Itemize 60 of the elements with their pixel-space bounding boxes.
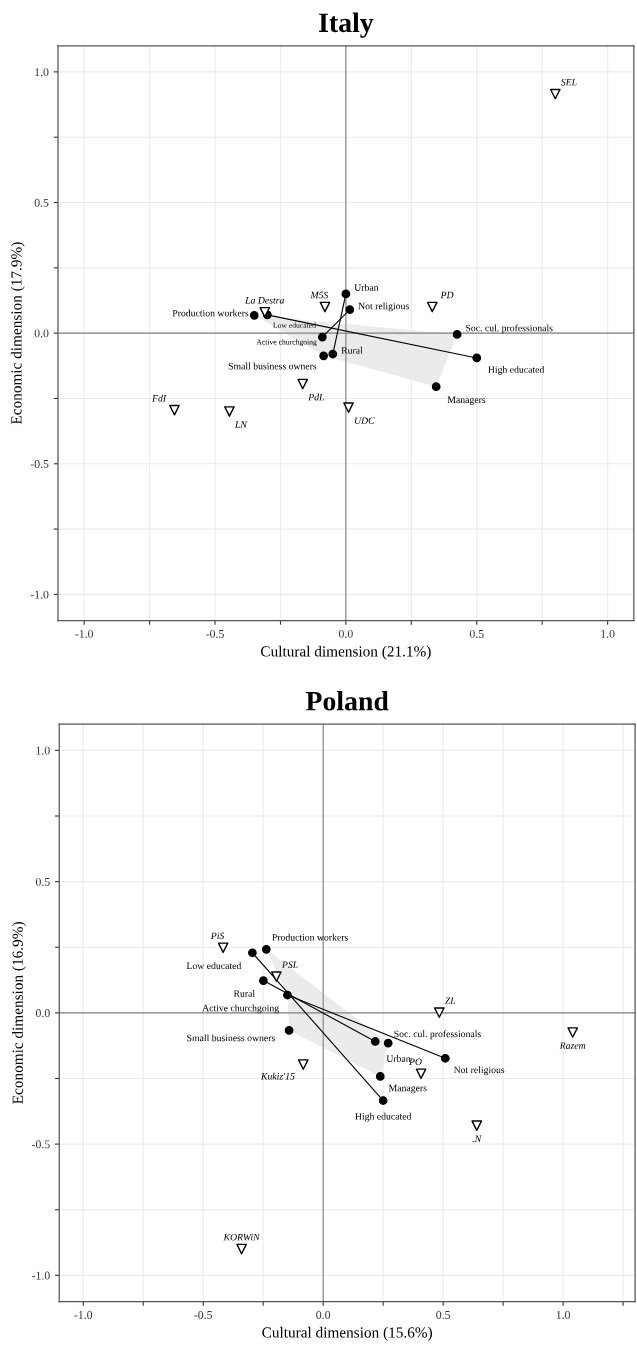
annotation: Production workers xyxy=(272,933,348,941)
y-tick-label: 1.0 xyxy=(35,68,49,77)
annotation: KORWiN xyxy=(223,1233,261,1241)
annotation: Managers xyxy=(447,396,486,405)
chart-title: Italy xyxy=(319,12,374,38)
annotation: Small business owners xyxy=(228,362,317,370)
annotation: .N xyxy=(472,1135,482,1143)
annotation: Kukiz'15 xyxy=(260,1072,295,1080)
x-tick-label: 1.0 xyxy=(601,629,615,638)
annotation: UDC xyxy=(354,417,375,424)
x-tick-label: 0.5 xyxy=(436,1310,451,1319)
y-tick-label: 1.0 xyxy=(36,746,50,755)
y-axis-title: Economic dimension (16.9%) xyxy=(12,922,26,1104)
annotation: Managers xyxy=(388,1084,427,1094)
x-tick-label: -0.5 xyxy=(206,629,224,638)
y-tick-label: -0.5 xyxy=(31,1140,50,1149)
annotation: Not religious xyxy=(358,302,409,312)
annotation: PiS xyxy=(210,932,225,940)
y-tick-label: -0.5 xyxy=(30,460,49,469)
annotation: Not religious xyxy=(453,1066,505,1076)
annotation: Soc. cul. professionals xyxy=(394,1030,481,1040)
x-tick-label: 0.0 xyxy=(316,1310,331,1319)
annotation: Soc. cul. professionals xyxy=(466,324,553,334)
annotation: PSL xyxy=(281,961,298,968)
y-tick-label: 0.0 xyxy=(34,329,49,338)
annotation: Small business owners xyxy=(187,1034,275,1042)
x-axis-title: Cultural dimension (21.1%) xyxy=(261,645,431,660)
annotation: PD xyxy=(440,291,454,299)
annotation: High educated xyxy=(355,1112,412,1122)
annotation: Urban xyxy=(386,1055,411,1062)
x-tick-label: 1.0 xyxy=(556,1310,571,1319)
annotation: SEL xyxy=(560,78,577,86)
x-tick-label: -0.5 xyxy=(194,1310,213,1319)
annotation: Active churchgoing xyxy=(202,1004,279,1014)
annotation: Rural xyxy=(233,990,255,997)
y-axis-title: Economic dimension (17.9%) xyxy=(10,242,25,425)
y-tick-label: 0.0 xyxy=(35,1009,50,1018)
annotation: High educated xyxy=(488,366,545,375)
annotation: La Destra xyxy=(245,297,284,304)
annotation: Production workers xyxy=(172,309,249,317)
annotation: Low educated xyxy=(186,962,242,970)
y-tick-label: 0.5 xyxy=(35,877,50,886)
annotation: PO xyxy=(408,1058,422,1066)
x-tick-label: -1.0 xyxy=(74,1310,93,1319)
chart-title: Poland xyxy=(305,690,389,711)
x-tick-label: -1.0 xyxy=(75,629,94,638)
x-tick-label: 0.5 xyxy=(469,629,484,638)
y-tick-label: 0.5 xyxy=(34,198,49,207)
x-axis-title: Cultural dimension (15.6%) xyxy=(262,1326,432,1341)
annotation: Urban xyxy=(354,283,379,291)
annotation: PdL xyxy=(308,393,324,401)
y-tick-label: -1.0 xyxy=(31,1271,50,1280)
x-tick-label: 0.0 xyxy=(338,629,353,638)
annotation: ZL xyxy=(444,997,456,1004)
annotation: Rural xyxy=(341,346,363,354)
annotation: FdI xyxy=(152,394,167,402)
annotation: Razem xyxy=(559,1042,586,1049)
annotation: M5S xyxy=(310,291,329,299)
annotation: LN xyxy=(234,421,248,428)
y-tick-label: -1.0 xyxy=(30,590,49,599)
